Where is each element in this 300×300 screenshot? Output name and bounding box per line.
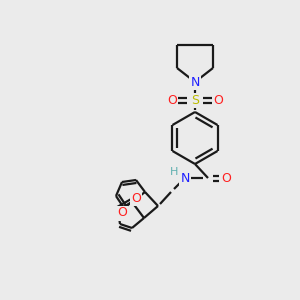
Text: N: N bbox=[180, 172, 190, 184]
Text: O: O bbox=[117, 206, 127, 220]
Text: O: O bbox=[131, 191, 141, 205]
Text: O: O bbox=[167, 94, 177, 106]
Text: S: S bbox=[191, 94, 199, 106]
Text: O: O bbox=[213, 94, 223, 106]
Text: O: O bbox=[221, 172, 231, 184]
Text: N: N bbox=[190, 76, 200, 88]
Text: H: H bbox=[170, 167, 178, 177]
